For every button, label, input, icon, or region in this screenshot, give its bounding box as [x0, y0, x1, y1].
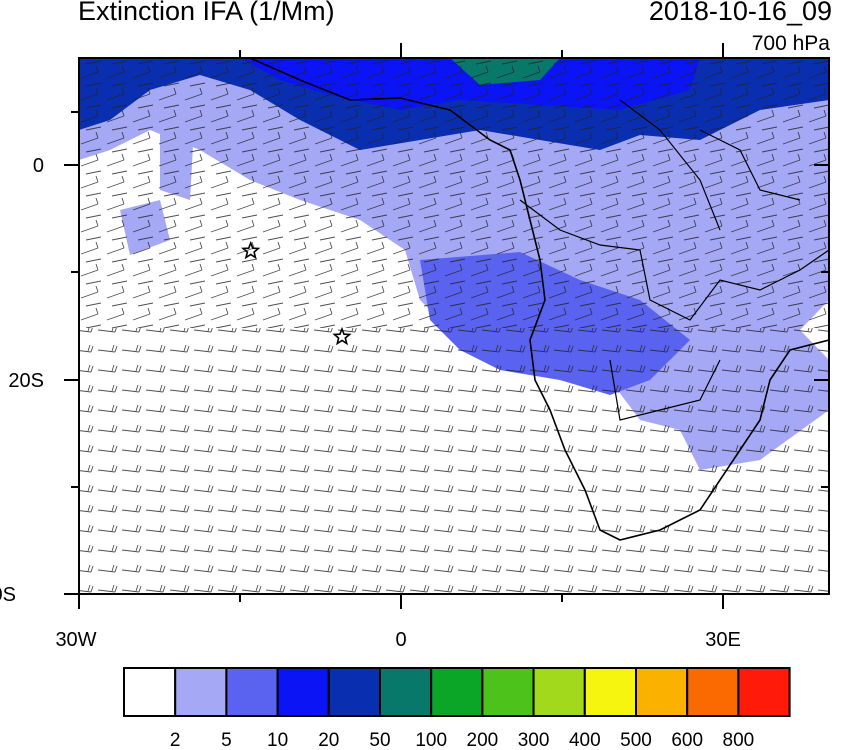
star-marker-1 [241, 240, 261, 260]
y-tick-label-0: 0 [33, 155, 44, 177]
axis-labels: 0 20S 40S 30W 0 30E [0, 155, 741, 651]
colorbar-label: 200 [467, 730, 499, 750]
colorbar-box [174, 667, 228, 717]
x-tick-label-30e: 30E [705, 629, 741, 651]
colorbar-box [583, 667, 637, 717]
colorbar-label: 20 [318, 730, 339, 750]
colorbar-label: 300 [518, 730, 550, 750]
map-frame [78, 57, 830, 595]
colorbar-label: 100 [415, 730, 447, 750]
colorbar-box [686, 667, 740, 717]
colorbar-label: 400 [569, 730, 601, 750]
colorbar-box [327, 667, 381, 717]
colorbar-label: 2 [170, 730, 181, 750]
colorbar-labels: 2 5 10 20 50 100 200 300 400 500 600 800 [170, 730, 754, 750]
colorbar-label: 5 [221, 730, 232, 750]
map-datetime: 2018-10-16_09 [648, 0, 832, 26]
coastline [249, 58, 829, 541]
x-tick-label-30w: 30W [55, 629, 96, 651]
colorbar-label: 50 [369, 730, 390, 750]
colorbar-label: 600 [671, 730, 703, 750]
colorbar-box [532, 667, 586, 717]
colorbar-box [737, 667, 791, 717]
map-title: Extinction IFA (1/Mm) [78, 0, 335, 26]
y-axis-ticks [64, 111, 829, 595]
colorbar-box [430, 667, 484, 717]
map-field [79, 58, 829, 594]
colorbar-box [123, 667, 177, 717]
colorbar [123, 667, 791, 717]
colorbar-box [276, 667, 330, 717]
colorbar-label: 800 [723, 730, 755, 750]
star-markers [241, 240, 352, 346]
colorbar-box [635, 667, 689, 717]
x-axis-ticks [78, 43, 724, 609]
colorbar-box [225, 667, 279, 717]
y-tick-label-20s: 20S [8, 370, 44, 392]
pressure-level: 700 hPa [751, 32, 830, 55]
colorbar-label: 500 [620, 730, 652, 750]
star-marker-2 [332, 326, 352, 346]
x-tick-label-0: 0 [395, 629, 406, 651]
colorbar-label: 10 [267, 730, 288, 750]
colorbar-box [481, 667, 535, 717]
colorbar-box [379, 667, 433, 717]
y-tick-label-40s: 40S [0, 584, 16, 606]
